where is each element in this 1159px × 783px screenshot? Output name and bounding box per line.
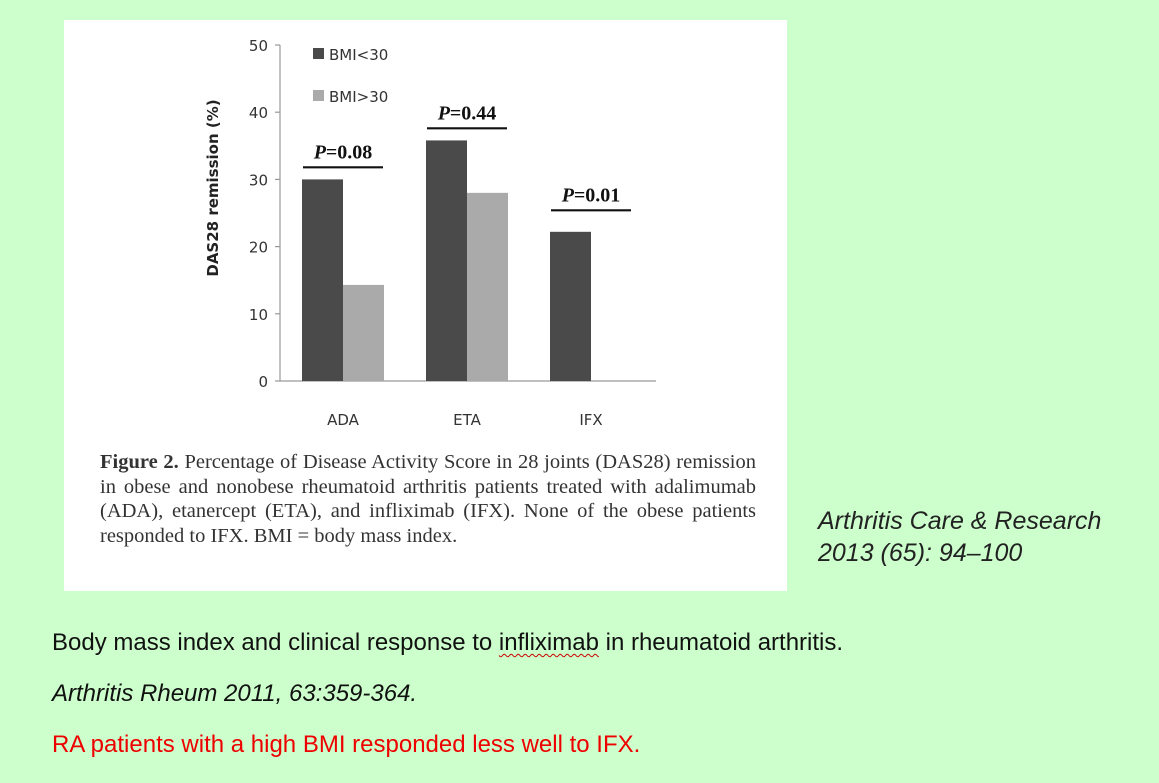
- y-tick-label: 40: [249, 104, 268, 122]
- x-tick-label: ADA: [327, 411, 360, 429]
- x-tick-label: ETA: [453, 411, 481, 429]
- citation-line-volume: 2013 (65): 94–100: [818, 539, 1023, 567]
- p-value-label: P=0.44: [437, 102, 497, 124]
- study-title-start: Body mass index and clinical response to: [52, 629, 499, 656]
- bar-ifx-series-1: [550, 231, 591, 381]
- bar-ada-series-1: [302, 179, 343, 381]
- study-journal: Arthritis Rheum 2011, 63:359-364.: [52, 680, 418, 707]
- study-conclusion: RA patients with a high BMI responded le…: [52, 731, 641, 758]
- y-tick-label: 30: [249, 171, 268, 189]
- x-tick-label: IFX: [579, 411, 602, 429]
- bar-ada-series-2: [343, 284, 384, 381]
- journal-citation: Arthritis Care & Research 2013 (65): 94–…: [818, 505, 1101, 569]
- caption-text: Percentage of Disease Activity Score in …: [100, 451, 756, 547]
- legend-label: BMI>30: [329, 88, 388, 106]
- y-axis-label: DAS28 remission (%): [204, 99, 222, 276]
- study-title-term: infliximab: [498, 629, 599, 656]
- legend-swatch: [313, 90, 324, 101]
- legend-label: BMI<30: [329, 46, 388, 64]
- bar-eta-series-1: [426, 140, 467, 381]
- p-value-label: P=0.08: [313, 141, 373, 163]
- legend-swatch: [313, 48, 324, 59]
- citation-line-journal: Arthritis Care & Research: [818, 507, 1102, 535]
- y-tick-label: 50: [249, 37, 268, 55]
- study-title-end: in rheumatoid arthritis.: [598, 629, 844, 656]
- bar-eta-series-2: [467, 192, 508, 381]
- bar-chart: 0 10 20 30 40 50 DAS28 remission (%) ADA ETA IFX P…: [204, 37, 656, 429]
- p-value-label: P=0.01: [561, 184, 621, 206]
- figure-caption: Figure 2. Percentage of Disease Activity…: [100, 450, 756, 548]
- y-tick-label: 20: [249, 239, 268, 257]
- y-tick-label: 0: [258, 373, 268, 391]
- caption-label: Figure 2.: [100, 451, 179, 473]
- figure-panel: 0 10 20 30 40 50 DAS28 remission (%) ADA ETA IFX P…: [64, 20, 787, 591]
- y-tick-label: 10: [249, 306, 268, 324]
- study-title: Body mass index and clinical response to…: [52, 628, 843, 658]
